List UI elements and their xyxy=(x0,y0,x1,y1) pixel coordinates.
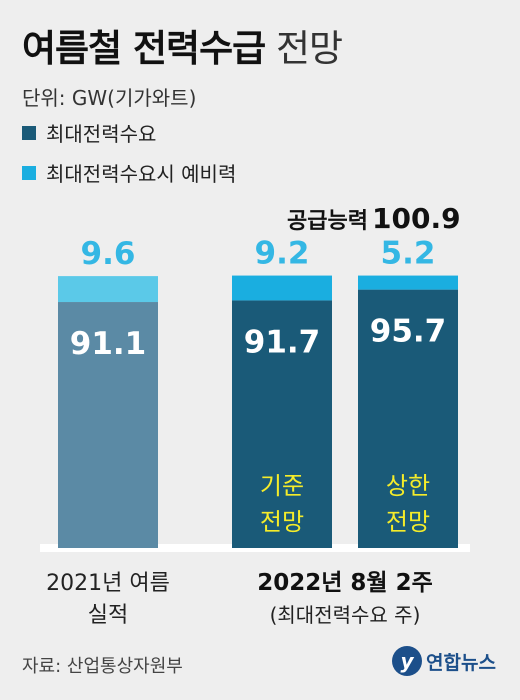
bar-demand xyxy=(58,302,158,548)
bar-reserve xyxy=(358,275,458,290)
legend-swatch-reserve xyxy=(22,165,36,180)
chart-title-bold: 여름철 전력수급 xyxy=(22,27,266,70)
yonhap-logo: y 연합뉴스 xyxy=(392,646,496,676)
supply-value: 100.9 xyxy=(372,202,461,235)
data-label-reserve: 9.2 xyxy=(255,236,310,272)
supply-label: 공급능력 xyxy=(287,209,368,234)
yonhap-logo-icon: y xyxy=(392,646,422,676)
bar-note-label: 전망 xyxy=(260,508,304,536)
chart-title-light: 전망 xyxy=(275,27,343,70)
bar-reserve xyxy=(58,276,158,303)
legend-item-reserve: 최대전력수요시 예비력 xyxy=(22,158,236,187)
data-label-reserve: 9.6 xyxy=(81,236,136,272)
data-label-demand: 95.7 xyxy=(370,314,447,350)
group-label-right-line2: (최대전력수요 주) xyxy=(270,603,421,627)
legend-label-demand: 최대전력수요 xyxy=(46,122,157,146)
bar-demand xyxy=(232,300,332,548)
data-label-demand: 91.7 xyxy=(244,324,321,360)
legend-swatch-demand xyxy=(22,125,36,140)
data-label-demand: 91.1 xyxy=(70,326,147,362)
group-label-left-line1: 2021년 여름 xyxy=(46,571,170,596)
legend-item-demand: 최대전력수요 xyxy=(22,118,156,147)
unit-label: 단위: GW(기가와트) xyxy=(22,86,197,110)
source-label: 자료: 산업통상자원부 xyxy=(22,656,183,677)
legend-label-reserve: 최대전력수요시 예비력 xyxy=(46,162,237,186)
chart-title: 여름철 전력수급 전망 xyxy=(22,18,343,72)
bar-note-label: 기준 xyxy=(260,472,304,500)
bar-note-label: 상한 xyxy=(386,472,430,500)
group-label-left-line2: 실적 xyxy=(88,603,128,628)
group-label-right-line1: 2022년 8월 2주 xyxy=(257,570,433,596)
bar-demand xyxy=(358,289,458,548)
bar-reserve xyxy=(232,275,332,301)
data-label-reserve: 5.2 xyxy=(381,236,436,272)
bar-note-label: 전망 xyxy=(386,508,430,536)
yonhap-logo-text: 연합뉴스 xyxy=(426,651,496,674)
